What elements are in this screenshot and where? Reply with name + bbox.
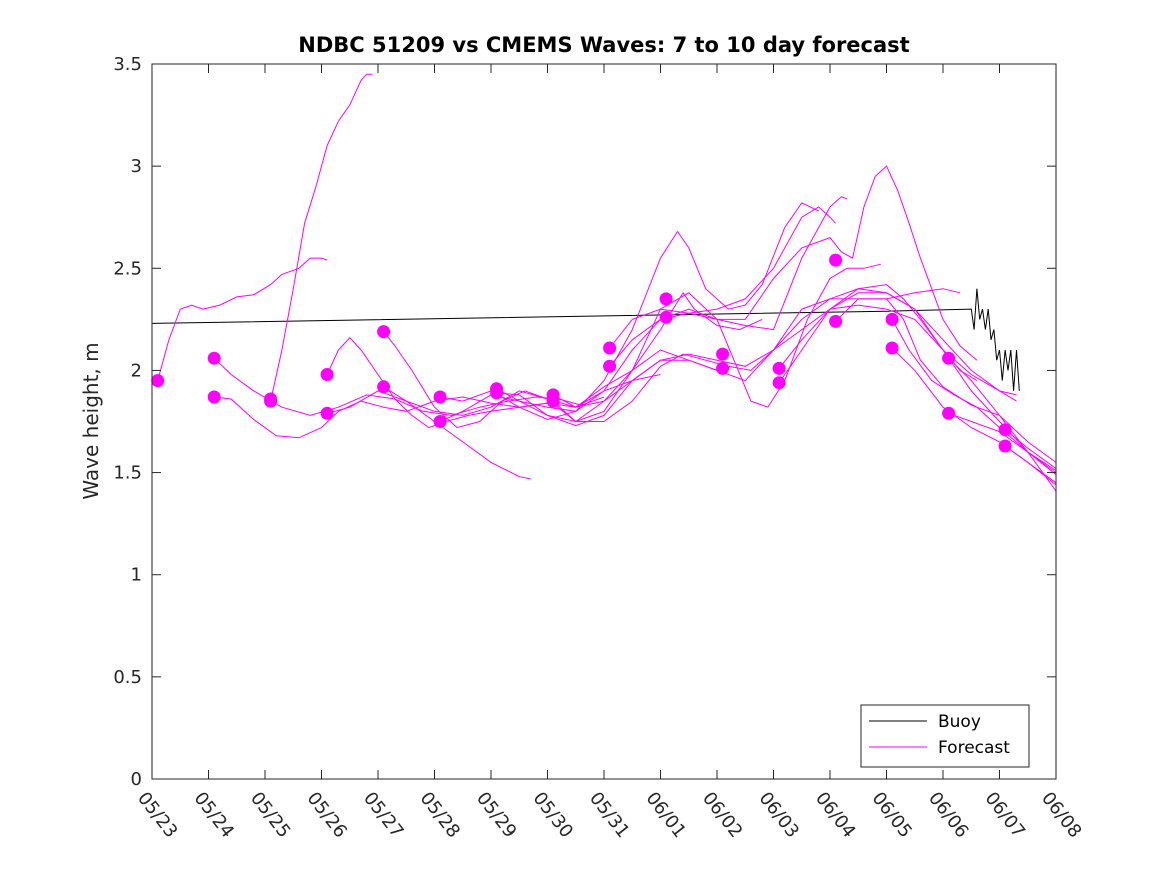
forecast-marker-6 xyxy=(320,406,334,420)
forecast-marker-19 xyxy=(716,347,730,361)
buoy-line xyxy=(151,288,1020,391)
forecast-marker-20 xyxy=(716,361,730,375)
forecast-line-11 xyxy=(496,196,848,412)
forecast-marker-26 xyxy=(885,341,899,355)
forecast-line-16 xyxy=(609,206,836,367)
forecast-marker-24 xyxy=(829,314,843,328)
forecast-marker-21 xyxy=(772,361,786,375)
forecast-marker-22 xyxy=(772,376,786,390)
legend-box xyxy=(860,704,1030,768)
y-tick-label-7: 3.5 xyxy=(113,54,142,75)
forecast-marker-10 xyxy=(433,415,447,428)
forecast-marker-2 xyxy=(207,390,221,404)
forecast-marker-4 xyxy=(264,394,278,408)
y-tick-label-6: 3 xyxy=(131,156,142,177)
forecast-marker-14 xyxy=(546,394,560,408)
y-tick-label-3: 1.5 xyxy=(113,463,142,484)
forecast-line-20 xyxy=(891,319,1057,474)
legend-label-forecast: Forecast xyxy=(938,738,1010,758)
forecast-marker-8 xyxy=(377,380,391,394)
forecast-line-19 xyxy=(835,298,1057,463)
forecast-marker-0 xyxy=(151,374,165,388)
forecast-line-15 xyxy=(609,165,978,361)
y-tick-label-4: 2 xyxy=(131,360,142,381)
forecast-line-6 xyxy=(326,349,718,416)
forecast-marker-30 xyxy=(998,439,1012,453)
forecast-marker-1 xyxy=(207,351,221,365)
forecast-line-12 xyxy=(496,288,961,427)
forecast-marker-23 xyxy=(829,253,843,267)
forecast-marker-5 xyxy=(320,368,334,381)
legend-label-buoy: Buoy xyxy=(938,712,981,732)
marker-layer xyxy=(151,253,1012,453)
legend: Buoy Forecast xyxy=(860,704,1030,768)
forecast-marker-18 xyxy=(659,310,673,324)
forecast-marker-15 xyxy=(603,341,617,355)
forecast-marker-28 xyxy=(942,406,956,420)
y-tick-label-5: 2.5 xyxy=(113,258,142,279)
forecast-line-4 xyxy=(270,73,373,402)
y-tick-label-0: 0 xyxy=(131,769,142,790)
forecast-marker-17 xyxy=(659,292,673,306)
forecast-line-14 xyxy=(552,288,1017,422)
forecast-line-23 xyxy=(948,357,1057,492)
forecast-line-1 xyxy=(157,257,328,381)
forecast-marker-29 xyxy=(998,423,1012,437)
forecast-marker-25 xyxy=(885,312,899,326)
y-axis-label: Wave height, m xyxy=(79,342,103,499)
forecast-marker-9 xyxy=(433,390,447,404)
forecast-line-8 xyxy=(383,386,531,480)
forecast-line-9 xyxy=(440,202,819,421)
forecast-marker-7 xyxy=(377,325,391,339)
forecast-line-25 xyxy=(1004,445,1057,484)
forecast-marker-12 xyxy=(490,386,504,400)
y-tick-label-1: 0.5 xyxy=(113,667,142,688)
forecast-line-10 xyxy=(439,263,882,423)
y-tick-label-2: 1 xyxy=(131,565,142,586)
forecast-marker-16 xyxy=(603,359,617,373)
series-layer xyxy=(151,73,1057,492)
chart-title: NDBC 51209 vs CMEMS Waves: 7 to 10 day f… xyxy=(298,33,909,57)
forecast-marker-27 xyxy=(942,351,956,365)
forecast-line-24 xyxy=(1004,429,1057,469)
